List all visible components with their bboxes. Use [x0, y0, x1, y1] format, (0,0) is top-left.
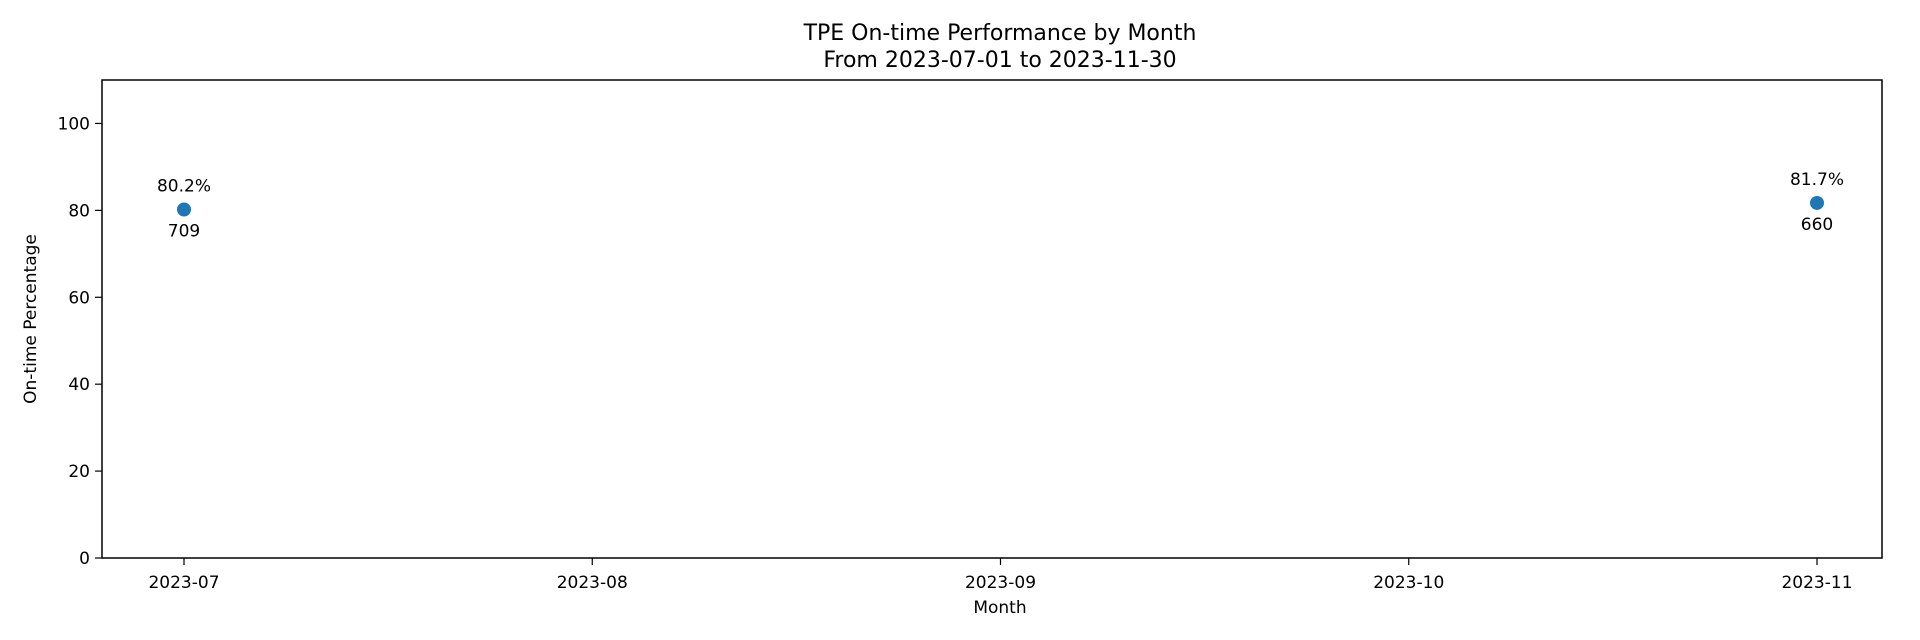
- y-axis-label: On-time Percentage: [21, 234, 41, 404]
- data-points: 80.2% 709 81.7% 660: [157, 170, 1844, 242]
- x-axis: 2023-07 2023-08 2023-09 2023-10 2023-11: [148, 558, 1853, 593]
- data-label-percentage: 81.7%: [1790, 170, 1844, 190]
- data-label-count: 709: [168, 221, 200, 241]
- y-axis: 0 20 40 60 80 100: [58, 114, 102, 569]
- y-tick-label: 80: [68, 201, 90, 221]
- y-tick-label: 40: [68, 375, 90, 395]
- x-tick-label: 2023-08: [557, 573, 628, 593]
- x-tick-label: 2023-07: [148, 573, 219, 593]
- plot-area-frame: [101, 79, 1883, 559]
- x-tick-label: 2023-11: [1781, 573, 1852, 593]
- x-tick-label: 2023-10: [1373, 573, 1444, 593]
- x-axis-label: Month: [973, 598, 1026, 618]
- chart-subtitle: From 2023-07-01 to 2023-11-30: [823, 48, 1176, 73]
- chart-title: TPE On-time Performance by Month: [803, 21, 1197, 46]
- data-point: [177, 202, 191, 217]
- y-tick-label: 100: [58, 114, 90, 134]
- y-tick-label: 0: [79, 549, 90, 569]
- data-point: [1810, 195, 1824, 210]
- y-tick-label: 20: [68, 462, 90, 482]
- x-tick-label: 2023-09: [965, 573, 1036, 593]
- y-tick-label: 60: [68, 288, 90, 308]
- data-label-count: 660: [1801, 215, 1833, 235]
- data-label-percentage: 80.2%: [157, 176, 211, 196]
